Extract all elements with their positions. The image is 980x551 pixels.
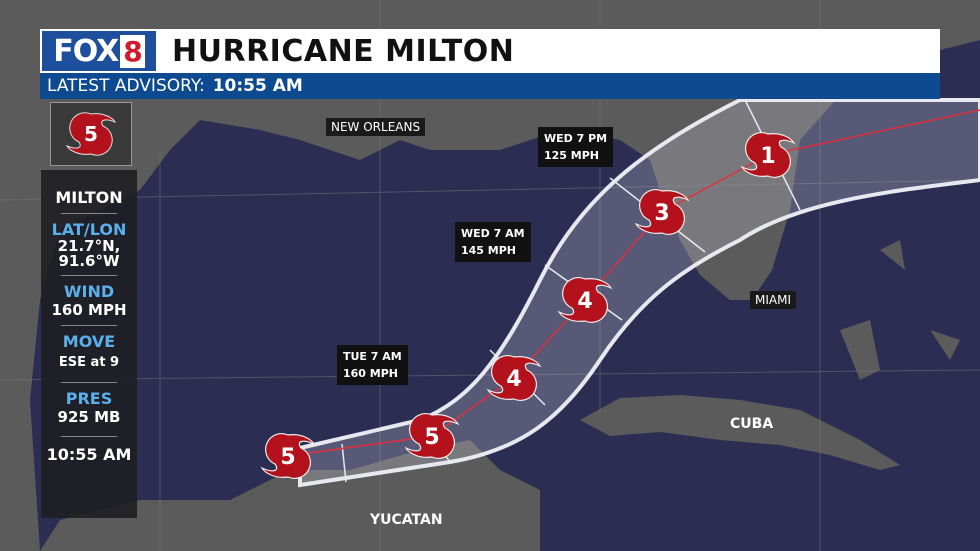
wind-label: WIND: [63, 282, 115, 301]
forecast-point-hurricane-icon: 1: [740, 127, 796, 183]
forecast-point-hurricane-icon: 5: [404, 408, 460, 464]
forecast-point-hurricane-icon: 3: [634, 184, 690, 240]
forecast-label-wed-7pm: WED 7 PM 125 MPH: [538, 127, 614, 167]
svg-text:5: 5: [280, 445, 295, 470]
wind-value: 160 MPH: [51, 301, 127, 319]
svg-text:5: 5: [84, 122, 98, 146]
lon-value: 91.6°W: [58, 252, 120, 270]
forecast-label-wed-7am: WED 7 AM 145 MPH: [455, 222, 531, 262]
forecast-label-tue-7am: TUE 7 AM 160 MPH: [337, 345, 408, 385]
move-label: MOVE: [62, 332, 116, 351]
forecast-point-hurricane-icon: 4: [557, 272, 613, 328]
page-title: HURRICANE MILTON: [172, 33, 515, 69]
lat-value: 21.7°N,: [57, 237, 121, 255]
forecast-point-hurricane-icon: 4: [486, 350, 542, 406]
latlon-label: LAT/LON: [51, 220, 127, 239]
title-bar: FOX 8 HURRICANE MILTON: [40, 29, 940, 73]
advisory-time-value: 10:55 AM: [46, 445, 132, 464]
svg-text:3: 3: [654, 201, 669, 226]
hurricane-icon: 5: [66, 112, 116, 156]
pres-label: PRES: [65, 389, 113, 408]
fox8-logo: FOX 8: [42, 31, 156, 71]
label-yucatan: YUCATAN: [370, 512, 443, 528]
svg-text:5: 5: [424, 425, 439, 450]
advisory-bar: LATEST ADVISORY: 10:55 AM: [40, 73, 940, 99]
svg-text:1: 1: [760, 144, 775, 169]
svg-text:4: 4: [577, 289, 592, 314]
city-new-orleans: NEW ORLEANS: [326, 118, 426, 136]
category-box: 5: [50, 102, 132, 166]
forecast-cone: [298, 98, 980, 488]
svg-text:4: 4: [506, 367, 521, 392]
city-miami: MIAMI: [750, 291, 796, 309]
advisory-label: LATEST ADVISORY:: [47, 76, 205, 96]
label-cuba: CUBA: [730, 416, 774, 432]
pres-value: 925 MB: [57, 408, 121, 426]
forecast-point-hurricane-icon: 5: [260, 428, 316, 484]
advisory-time: 10:55 AM: [212, 76, 303, 96]
move-value: ESE at 9: [58, 355, 120, 370]
storm-info-panel: MILTON LAT/LON 21.7°N, 91.6°W WIND 160 M…: [41, 170, 137, 518]
storm-name: MILTON: [55, 188, 123, 207]
